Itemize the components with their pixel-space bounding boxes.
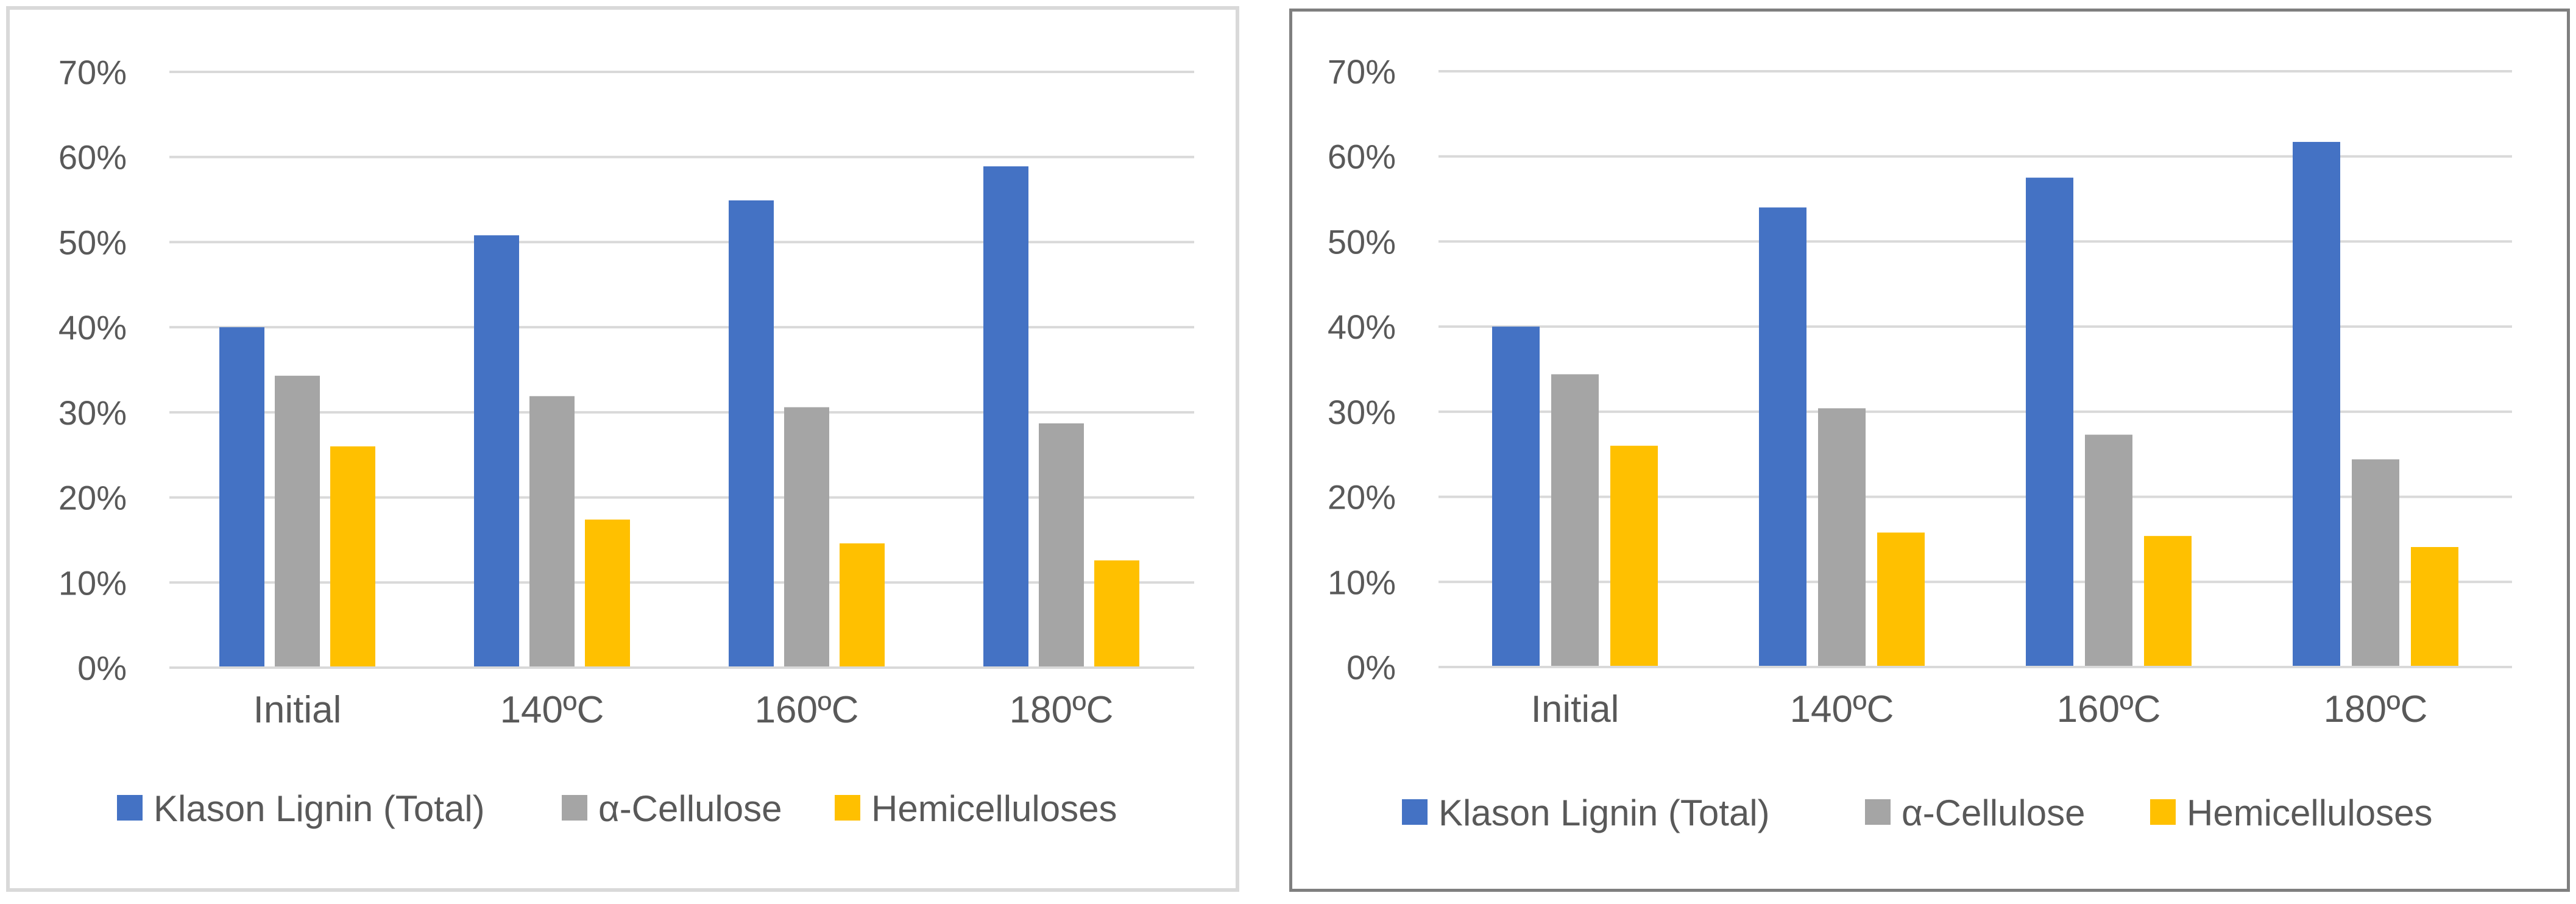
legend-swatch: [1402, 799, 1428, 825]
legend-swatch: [117, 795, 143, 821]
bar-klason-lignin-total: [219, 327, 264, 668]
y-tick-label: 40%: [1328, 308, 1396, 346]
bar-cellulose: [1039, 423, 1084, 668]
x-category-label: 140ºC: [1790, 688, 1894, 730]
legend-swatch: [2150, 799, 2176, 825]
bar-hemicelluloses: [2411, 547, 2458, 667]
chart-panel-left: 0% 10% 20% 30% 40% 50% 60% 70% Initial 140ºC 160ºC…: [6, 6, 1239, 892]
legend-label: α-Cellulose: [598, 788, 782, 829]
y-tick-label: 0%: [77, 649, 127, 687]
bar-cellulose: [784, 407, 829, 668]
x-category-label: 180ºC: [1010, 689, 1114, 731]
x-category-label: 140ºC: [500, 689, 604, 731]
bar-hemicelluloses: [1877, 532, 1925, 667]
bar-cellulose: [275, 375, 320, 668]
y-tick-label: 10%: [1328, 563, 1396, 601]
x-category-label: 160ºC: [2057, 688, 2161, 730]
bar-klason-lignin-total: [983, 166, 1028, 668]
bar-cellulose: [2352, 459, 2399, 667]
y-tick-label: 60%: [1328, 138, 1396, 176]
bar-klason-lignin-total: [2026, 177, 2073, 668]
legend-swatch: [562, 795, 587, 821]
bar-hemicelluloses: [2144, 535, 2192, 667]
legend-label: Hemicelluloses: [2187, 793, 2432, 833]
y-tick-label: 40%: [58, 308, 127, 347]
bar-klason-lignin-total: [474, 235, 519, 668]
y-tick-label: 20%: [1328, 478, 1396, 517]
y-tick-label: 50%: [58, 223, 127, 261]
bar-cellulose: [1551, 374, 1599, 667]
bar-klason-lignin-total: [1759, 207, 1806, 667]
y-tick-label: 10%: [58, 563, 127, 602]
y-tick-label: 60%: [58, 138, 127, 177]
x-category-label: Initial: [1531, 688, 1619, 730]
legend-label: α-Cellulose: [1902, 793, 2085, 833]
bar-klason-lignin-total: [2293, 141, 2340, 667]
bar-hemicelluloses: [585, 519, 630, 668]
bar-klason-lignin-total: [1492, 327, 1540, 667]
x-category-label: Initial: [253, 689, 342, 731]
legend-swatch: [835, 795, 860, 821]
bar-hemicelluloses: [330, 446, 375, 668]
x-category-label: 180ºC: [2324, 688, 2428, 730]
y-tick-label: 0%: [1346, 648, 1396, 687]
y-tick-label: 50%: [1328, 222, 1396, 261]
bar-hemicelluloses: [840, 543, 885, 668]
bar-cellulose: [1818, 408, 1866, 667]
legend-swatch: [1865, 799, 1891, 825]
bar-hemicelluloses: [1094, 560, 1139, 668]
x-category-label: 160ºC: [755, 689, 859, 731]
bar-cellulose: [529, 396, 575, 668]
y-tick-label: 30%: [1328, 393, 1396, 431]
bar-cellulose: [2085, 434, 2132, 667]
bar-chart-0: 0% 10% 20% 30% 40% 50% 60% 70% Initial 140ºC 160ºC…: [58, 53, 1194, 829]
legend-label: Klason Lignin (Total): [1438, 793, 1770, 833]
y-tick-label: 70%: [1328, 52, 1396, 91]
chart-panel-right: 0% 10% 20% 30% 40% 50% 60% 70% Initial 140ºC 160ºC…: [1289, 9, 2570, 892]
y-tick-label: 70%: [58, 53, 127, 91]
y-tick-label: 20%: [58, 479, 127, 517]
bar-hemicelluloses: [1610, 445, 1658, 667]
bar-klason-lignin-total: [729, 200, 774, 668]
y-tick-label: 30%: [58, 394, 127, 432]
legend-label: Hemicelluloses: [871, 788, 1117, 829]
legend-label: Klason Lignin (Total): [154, 788, 485, 829]
bar-chart-1: 0% 10% 20% 30% 40% 50% 60% 70% Initial 140ºC 160ºC…: [1328, 52, 2512, 833]
